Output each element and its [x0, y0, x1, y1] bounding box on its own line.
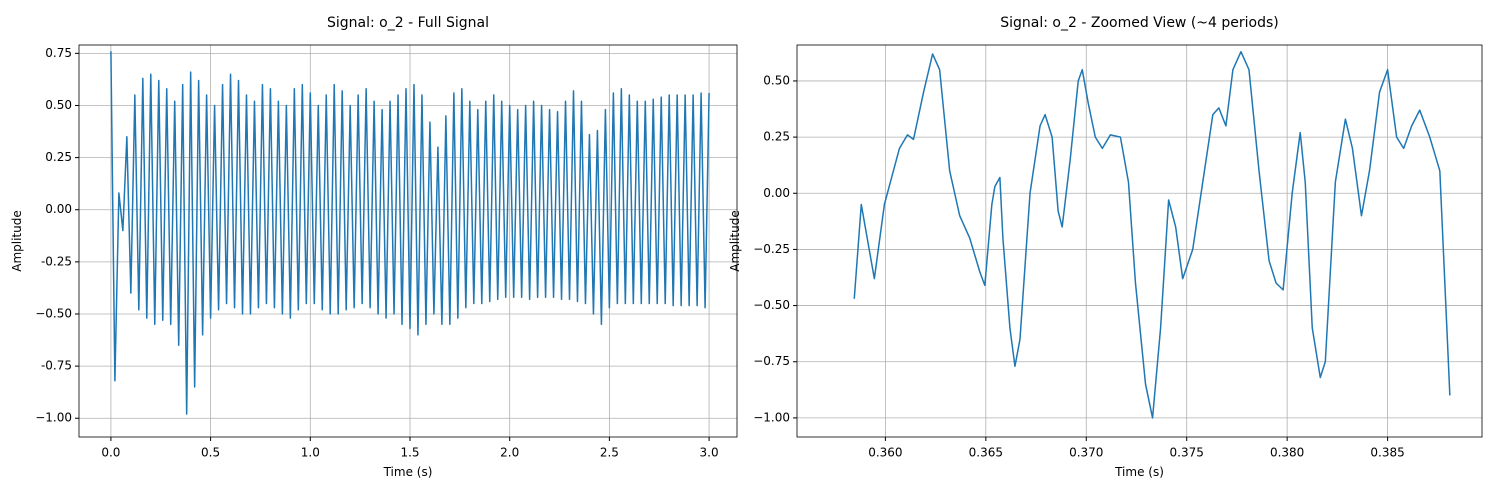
- y-tick-label: -0.25: [41, 254, 72, 268]
- x-tick-label: 2.5: [600, 446, 619, 460]
- x-tick-label: 0.360: [868, 446, 902, 460]
- signal-line: [853, 50, 1451, 419]
- x-tick-label: 3.0: [700, 446, 719, 460]
- y-tick-label: 0.00: [45, 202, 72, 216]
- x-tick-label: 0.385: [1370, 446, 1404, 460]
- y-tick-label: −0.75: [753, 354, 790, 368]
- y-tick-label: 0.00: [763, 186, 790, 200]
- x-tick-label: 0.380: [1270, 446, 1304, 460]
- y-tick-label: 0.25: [45, 150, 72, 164]
- plot-area: [853, 50, 1451, 419]
- y-tick-label: −0.25: [753, 242, 790, 256]
- x-tick-label: 1.5: [400, 446, 419, 460]
- y-tick-label: −1.00: [753, 410, 790, 424]
- y-tick-label: 0.50: [763, 73, 790, 87]
- subplot: 0.360 0.365 0.370 0.375 0.380 0.385 −1.00 −0.75…: [728, 15, 1483, 479]
- axes-frame: [796, 44, 1483, 438]
- y-tick-label: −0.50: [753, 298, 790, 312]
- signal-line: [110, 51, 710, 415]
- x-tick-label: 0.365: [969, 446, 1003, 460]
- x-axis-label: Time (s): [383, 465, 433, 479]
- chart-title: Signal: o_2 - Zoomed View (~4 periods): [1000, 15, 1278, 31]
- x-tick-label: 1.0: [301, 446, 320, 460]
- x-tick-label: 0.370: [1069, 446, 1103, 460]
- chart-title: Signal: o_2 - Full Signal: [327, 15, 489, 31]
- x-axis-label: Time (s): [1114, 465, 1164, 479]
- y-axis-label: Amplitude: [10, 210, 24, 272]
- y-tick-label: -0.75: [41, 359, 72, 373]
- subplot: 0.0 0.5 1.0 1.5 2.0 2.5 3.0 −1.00 -0.75 −0.50 -0.2…: [10, 15, 738, 479]
- axes-frame: [78, 44, 738, 438]
- y-axis-label: Amplitude: [728, 210, 742, 272]
- y-tick-label: −1.00: [35, 411, 72, 425]
- x-tick-label: 0.0: [101, 446, 120, 460]
- plot-area: [110, 51, 710, 415]
- y-tick-label: 0.25: [763, 130, 790, 144]
- x-tick-label: 0.375: [1170, 446, 1204, 460]
- x-tick-label: 0.5: [201, 446, 220, 460]
- y-tick-label: 0.75: [45, 46, 72, 60]
- x-tick-label: 2.0: [500, 446, 519, 460]
- y-tick-label: 0.50: [45, 98, 72, 112]
- y-tick-label: −0.50: [35, 306, 72, 320]
